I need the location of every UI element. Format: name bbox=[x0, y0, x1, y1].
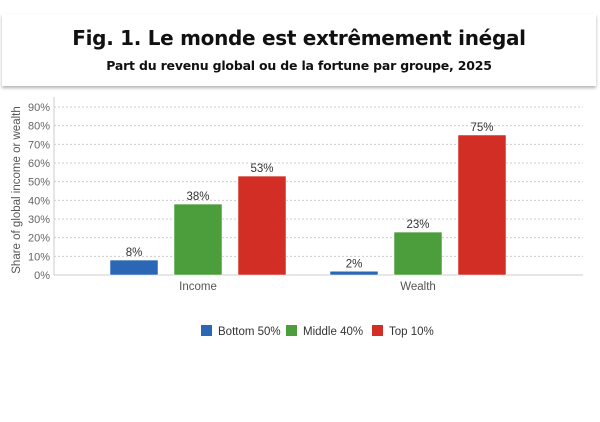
data-label: 38% bbox=[186, 191, 209, 203]
bar bbox=[329, 271, 379, 276]
bar bbox=[173, 203, 223, 276]
chart-title: Fig. 1. Le monde est extrêmement inégal bbox=[72, 26, 526, 50]
legend-swatch bbox=[286, 325, 297, 336]
y-tick-label: 30% bbox=[28, 214, 50, 226]
y-tick-label: 10% bbox=[28, 251, 50, 263]
y-tick-label: 0% bbox=[34, 270, 50, 282]
bar bbox=[393, 231, 443, 276]
data-label: 53% bbox=[250, 163, 273, 175]
y-tick-label: 50% bbox=[28, 177, 50, 189]
bar bbox=[457, 134, 507, 276]
title-box: Fig. 1. Le monde est extrêmement inégal … bbox=[2, 14, 596, 86]
y-tick-label: 20% bbox=[28, 233, 50, 245]
bar bbox=[237, 175, 287, 276]
data-label: 75% bbox=[470, 122, 493, 134]
legend-swatch bbox=[201, 325, 212, 336]
legend-label: Top 10% bbox=[389, 326, 434, 338]
legend-swatch bbox=[372, 325, 383, 336]
y-tick-label: 40% bbox=[28, 195, 50, 207]
chart-subtitle: Part du revenu global ou de la fortune p… bbox=[106, 58, 492, 73]
data-label: 23% bbox=[406, 219, 429, 231]
legend-label: Bottom 50% bbox=[218, 326, 281, 338]
data-label: 2% bbox=[346, 258, 363, 270]
bar bbox=[109, 259, 159, 276]
y-tick-label: 70% bbox=[28, 139, 50, 151]
y-tick-label: 90% bbox=[28, 102, 50, 114]
y-tick-label: 60% bbox=[28, 158, 50, 170]
x-tick-label: Income bbox=[179, 281, 217, 293]
data-label: 8% bbox=[126, 247, 143, 259]
y-axis-label: Share of global income or wealth bbox=[11, 106, 23, 274]
y-tick-label: 80% bbox=[28, 121, 50, 133]
legend-label: Middle 40% bbox=[303, 326, 363, 338]
x-tick-label: Wealth bbox=[400, 281, 436, 293]
